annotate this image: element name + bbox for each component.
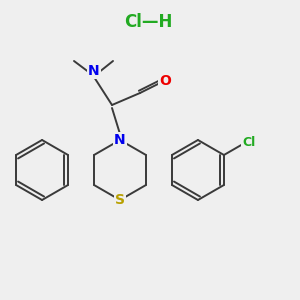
Text: Cl: Cl [242, 136, 256, 149]
Text: Cl—H: Cl—H [124, 13, 172, 31]
Text: N: N [88, 64, 100, 78]
Text: S: S [115, 193, 125, 207]
Text: N: N [114, 133, 126, 147]
Text: O: O [159, 74, 171, 88]
